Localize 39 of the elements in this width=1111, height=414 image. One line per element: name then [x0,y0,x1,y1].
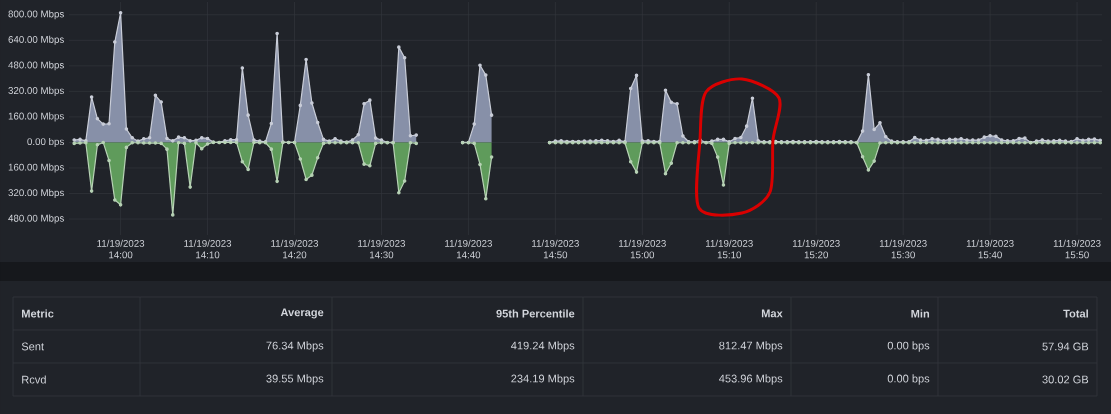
x-tick-label: 11/19/2023 14:50 [532,239,579,259]
y-tick-label: 640.00 Mbps [8,35,64,45]
text: 76.34 Mbps [266,341,324,352]
text: Average [280,308,324,319]
text: 95th Percentile [496,309,575,318]
y-tick-label: 480.00 Mbps [8,214,64,224]
text: 57.94 GB [1042,342,1089,351]
x-tick-label: 11/19/2023 14:00 [97,239,145,259]
y-tick-label: 0.00 bps [27,137,64,147]
text: Min [911,309,930,318]
y-tick-label: 160.00 Mbps [8,112,64,122]
x-tick-label: 11/19/2023 15:40 [966,239,1014,259]
x-tick-label: 11/19/2023 15:00 [619,239,666,259]
y-tick-label: 320.00 Mbps [8,188,64,199]
text: Metric [22,309,54,318]
x-tick-label: 11/19/2023 14:20 [271,239,319,259]
text: 234.19 Mbps [511,374,575,385]
text: 419.24 Mbps [511,341,575,352]
x-tick-label: 11/19/2023 15:10 [706,239,753,259]
text: 30.02 GB [1042,375,1089,384]
y-tick-label: 160.00 Mbps [8,163,64,173]
y-tick-label: 480.00 Mbps [8,61,64,71]
x-tick-label: 11/19/2023 15:20 [792,239,840,259]
text: Rcvd [22,375,46,384]
x-tick-label: 11/19/2023 14:40 [445,239,492,259]
x-tick-label: 11/19/2023 15:50 [1053,239,1101,259]
text: Total [1063,309,1088,318]
text: 812.47 Mbps [719,341,783,352]
text: 39.55 Mbps [266,374,324,385]
x-tick-label: 11/19/2023 14:30 [358,239,406,259]
text: Max [761,309,783,318]
text: 0.00 bps [887,374,930,385]
x-tick-label: 11/19/2023 15:30 [879,239,927,259]
text: 453.96 Mbps [719,374,783,385]
text: Sent [21,342,44,351]
text: 0.00 bps [887,341,930,352]
x-tick-label: 11/19/2023 14:10 [184,239,232,259]
y-tick-label: 800.00 Mbps [8,10,64,20]
y-tick-label: 320.00 Mbps [8,86,64,96]
